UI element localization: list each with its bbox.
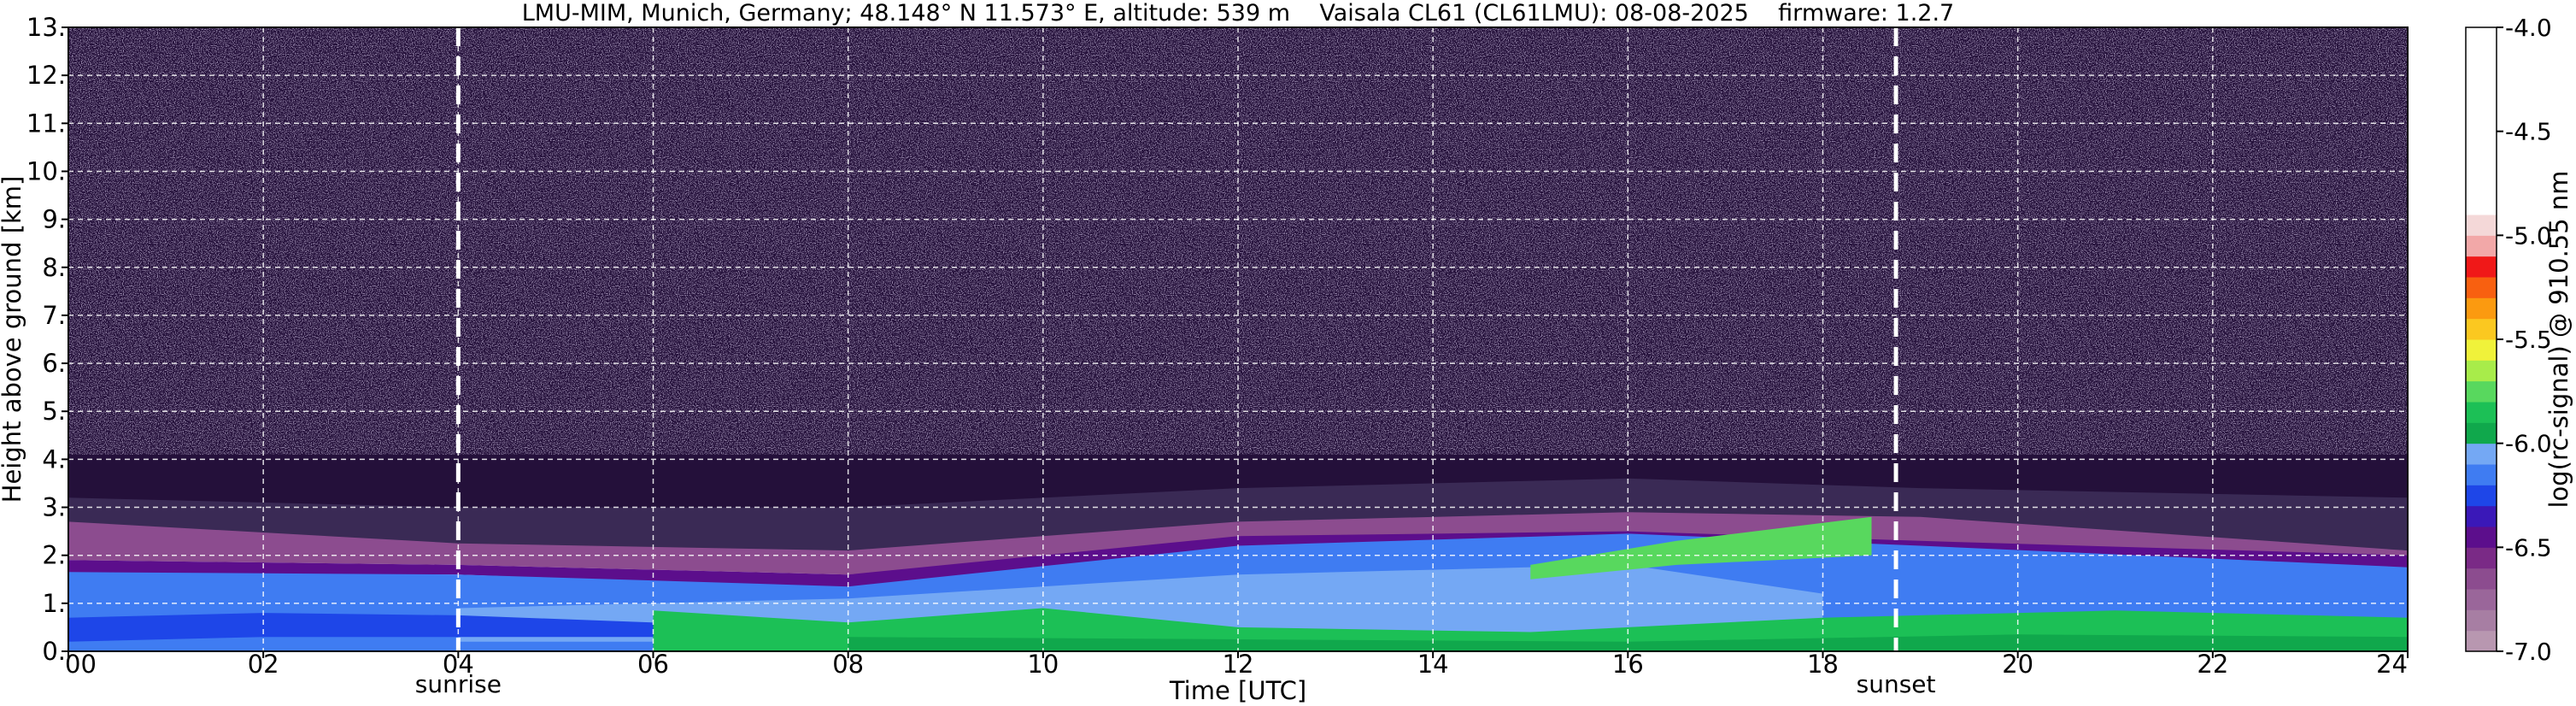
x-tick-label: 06 [637, 650, 669, 679]
colorbar-tick-label: -5.0 [2505, 221, 2552, 250]
y-tick-label: 12. [26, 61, 66, 90]
x-tick-label: 22 [2197, 650, 2228, 679]
sunset-label: sunset [1857, 670, 1936, 698]
colorbar-band-19 [2466, 235, 2497, 257]
x-tick-label: 20 [2002, 650, 2033, 679]
colorbar-band-1 [2466, 609, 2497, 632]
colorbar-tick-label: -6.5 [2505, 533, 2552, 562]
y-tick-label: 1. [42, 589, 66, 618]
colorbar-band-10 [2466, 422, 2497, 444]
y-tick-label: 11. [26, 109, 66, 138]
colorbar-tick-label: -7.0 [2505, 638, 2552, 666]
x-tick-label: 10 [1027, 650, 1059, 679]
x-tick-label: 08 [832, 650, 864, 679]
x-tick-label: 24 [2376, 650, 2408, 679]
x-tick-label: 00 [65, 650, 97, 679]
colorbar-band-7 [2466, 485, 2497, 507]
colorbar: -4.0 -4.5 -5.0 -5.5 -6.0 -6.5 -7.0 [2465, 14, 2552, 666]
colorbar-tick-label: -6.0 [2505, 430, 2552, 458]
colorbar-band-2 [2466, 589, 2497, 610]
y-tick-label: 4. [42, 444, 66, 474]
y-tick-label: 6. [42, 349, 66, 378]
colorbar-band-13 [2466, 360, 2497, 382]
colorbar-band-8 [2466, 464, 2497, 485]
colorbar-band-17 [2466, 277, 2497, 298]
y-tick-label: 9. [42, 205, 66, 234]
colorbar-band-6 [2466, 505, 2497, 527]
x-tick-label: 04 [443, 650, 474, 679]
x-axis-label: Time [UTC] [1169, 676, 1306, 705]
colorbar-band-4 [2466, 547, 2497, 569]
signal-layer-6 [68, 613, 654, 642]
colorbar-label: log(rc-signal) @ 910.55 nm [2544, 170, 2573, 508]
y-tick-label: 8. [42, 253, 66, 282]
sunrise-label: sunrise [415, 670, 502, 698]
x-axis-ticks: 00 02 04 06 08 10 12 14 16 18 20 22 24 [65, 650, 2409, 679]
colorbar-tick-label: -4.0 [2505, 14, 2552, 42]
y-tick-label: 3. [42, 493, 66, 522]
y-tick-label: 5. [42, 397, 66, 426]
colorbar-band-3 [2466, 568, 2497, 590]
y-tick-label: 0. [42, 637, 66, 666]
colorbar-band-14 [2466, 339, 2497, 361]
x-tick-label: 14 [1417, 650, 1449, 679]
y-tick-label: 10. [26, 156, 66, 185]
chart-title: LMU-MIM, Munich, Germany; 48.148° N 11.5… [522, 0, 1955, 26]
colorbar-tick-label: -4.5 [2505, 118, 2552, 146]
y-tick-label: 7. [42, 301, 66, 330]
colorbar-band-0 [2466, 630, 2497, 652]
y-tick-label: 13. [26, 13, 66, 42]
colorbar-band-5 [2466, 527, 2497, 548]
sun-markers: sunrise sunset [415, 27, 1936, 698]
x-tick-label: 18 [1807, 650, 1839, 679]
signal-layer-9 [1530, 516, 1872, 580]
y-tick-label: 2. [42, 541, 66, 570]
colorbar-band-21 [2466, 27, 2497, 215]
x-tick-label: 12 [1223, 650, 1254, 679]
colorbar-band-20 [2466, 215, 2497, 236]
colorbar-band-11 [2466, 402, 2497, 423]
colorbar-band-12 [2466, 380, 2497, 403]
y-axis-label: Height above ground [km] [0, 176, 26, 503]
plot-area: sunrise sunset 00 02 04 06 08 10 12 14 16 18 20 22 24… [26, 13, 2409, 698]
x-tick-label: 16 [1612, 650, 1644, 679]
colorbar-band-15 [2466, 318, 2497, 340]
y-axis-ticks: 0. 1. 2. 3. 4. 5. 6. 7. 8. 9. 10. 11. 12. 13. [26, 13, 68, 666]
colorbar-band-9 [2466, 443, 2497, 465]
colorbar-band-18 [2466, 256, 2497, 278]
noise-speckle [68, 27, 2408, 455]
colorbar-tick-label: -5.5 [2505, 326, 2552, 354]
colorbar-band-16 [2466, 297, 2497, 320]
x-tick-label: 02 [248, 650, 279, 679]
